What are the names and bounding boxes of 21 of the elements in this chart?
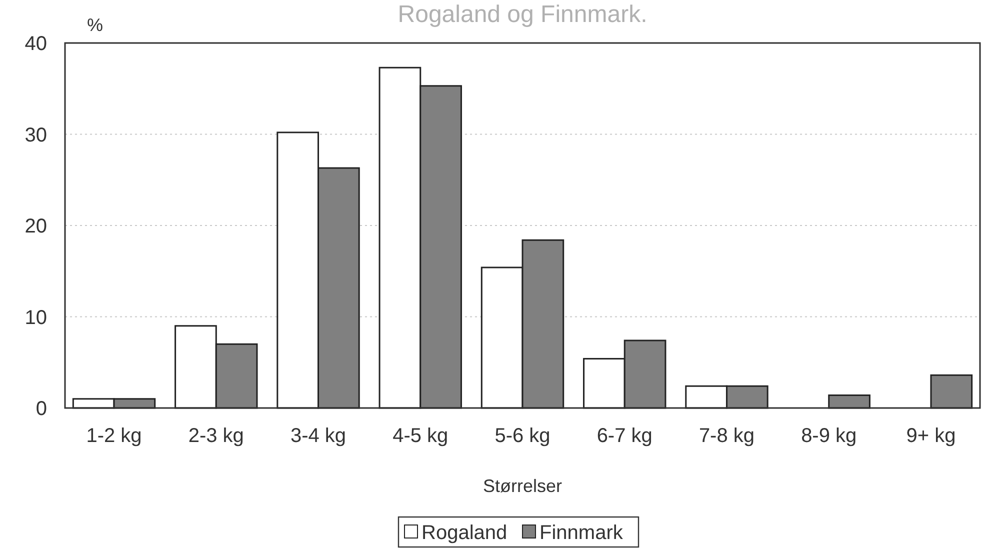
x-tick-label: 1-2 kg: [86, 425, 142, 447]
chart-title: Rogaland og Finnmark.: [398, 1, 648, 28]
y-axis-title: %: [86, 15, 104, 35]
x-tick-label: 3-4 kg: [290, 425, 346, 447]
x-tick-label: 7-8 kg: [698, 425, 755, 447]
x-tick-label: 4-5 kg: [392, 425, 448, 447]
y-tick-label: 20: [24, 216, 47, 238]
y-tick-label: 30: [24, 124, 47, 146]
bar: [930, 374, 973, 409]
x-tick-label: 6-7 kg: [596, 425, 652, 447]
x-tick-label: 5-6 kg: [494, 425, 550, 447]
y-tick-label: 0: [36, 398, 47, 420]
x-tick-label: 9+ kg: [906, 425, 956, 447]
bar: [828, 394, 870, 409]
x-tick-label: 2-3 kg: [188, 425, 244, 447]
y-tick-label: 10: [24, 306, 47, 329]
legend-label: Finnmark: [540, 522, 624, 544]
y-tick-label: 40: [24, 33, 47, 55]
legend-label: Rogaland: [422, 522, 508, 544]
x-tick-label: 8-9 kg: [801, 425, 857, 447]
x-axis-title: Størrelser: [482, 476, 562, 496]
